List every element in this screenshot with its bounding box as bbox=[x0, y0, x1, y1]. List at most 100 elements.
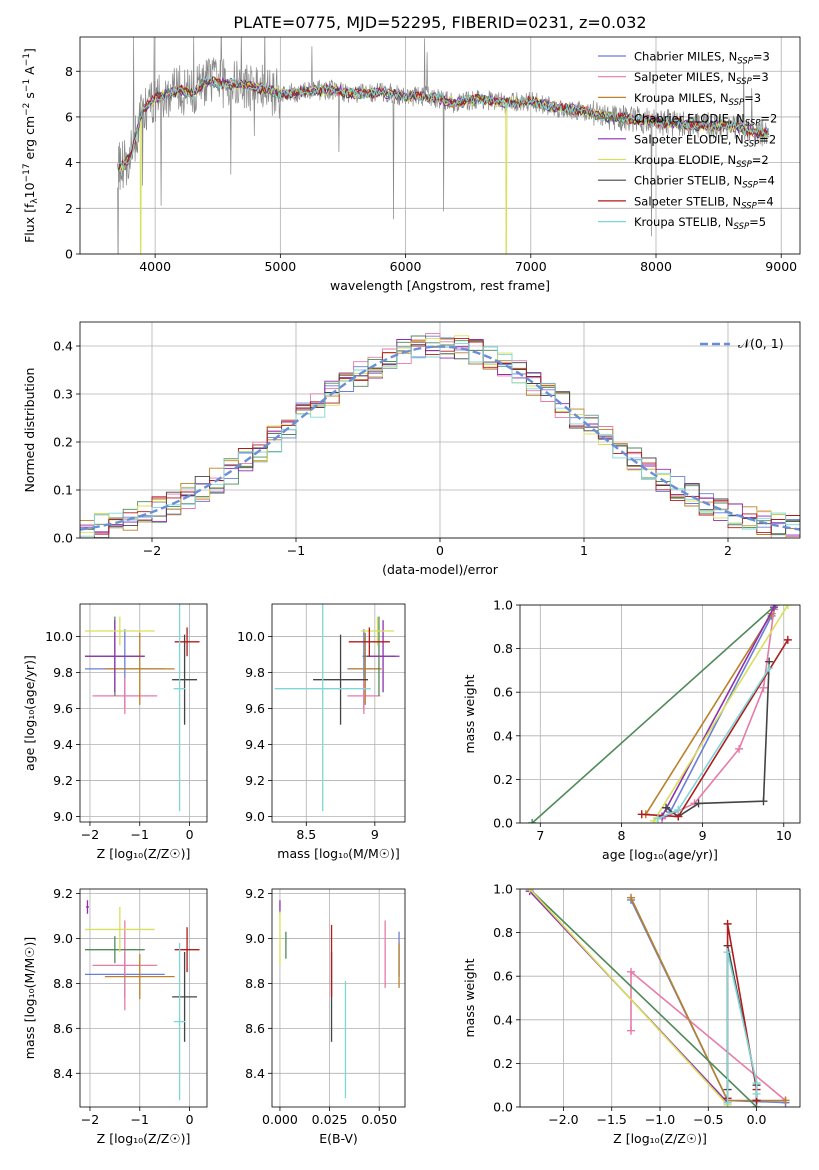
massweight-line-4 bbox=[661, 606, 775, 817]
y-tick-label: 8.4 bbox=[245, 1066, 265, 1081]
massweight-marker bbox=[653, 814, 662, 823]
plot-area bbox=[274, 604, 400, 812]
y-tick-label: 4 bbox=[65, 155, 73, 170]
x-axis-label: Z [log₁₀(Z/Z☉)] bbox=[97, 846, 191, 861]
x-tick-label: 10 bbox=[776, 828, 792, 843]
axes-frame: −2 −1 0 8.4 8.6 8.8 9.0 9.2 Z [log₁₀(Z/Z☉)] mass … bbox=[22, 886, 208, 1146]
panel-age-vs-mass: 8.5 9 9.0 9.2 9.4 9.6 9.8 10.0 mass [log₁₀(M/M☉)… bbox=[237, 603, 406, 861]
panel-massweight-vs-Z: −2.0 −1.5 −1.0 −0.5 0.0 0.0 0.2 0.4 0.6 0.8 1.0 Z [… bbox=[462, 882, 801, 1146]
x-tick-label: 0.000 bbox=[262, 1112, 298, 1127]
y-tick-label: 9.8 bbox=[53, 665, 73, 680]
x-tick-label: 0.0 bbox=[747, 1112, 767, 1127]
errorbar-point-2 bbox=[104, 954, 175, 1000]
legend-entry: Kroupa STELIB, NSSP=5 bbox=[634, 215, 766, 232]
x-axis-label: Z [log₁₀(Z/Z☉)] bbox=[97, 1131, 191, 1146]
model-spectrum-8 bbox=[117, 75, 770, 170]
legend-entry: Salpeter MILES, NSSP=3 bbox=[634, 70, 769, 87]
spectrum-legend: Chabrier MILES, NSSP=3 Salpeter MILES, NS… bbox=[598, 50, 777, 232]
x-tick-label: 4000 bbox=[139, 259, 171, 274]
x-tick-label: −1.0 bbox=[645, 1112, 675, 1127]
x-tick-label: 0 bbox=[186, 1112, 194, 1127]
plot-area bbox=[84, 900, 200, 1101]
y-tick-label: 9.4 bbox=[53, 737, 73, 752]
x-tick-label: 9000 bbox=[765, 259, 797, 274]
y-tick-label: 0.6 bbox=[493, 685, 513, 700]
y-tick-label: 9.2 bbox=[53, 773, 73, 788]
y-tick-label: 9.0 bbox=[245, 931, 265, 946]
errorbar-point-4 bbox=[84, 620, 145, 693]
errorbar-point-3 bbox=[84, 936, 145, 964]
massweight-marker bbox=[752, 1079, 761, 1088]
massweight-line-2 bbox=[645, 613, 773, 815]
y-tick-label: 9.0 bbox=[53, 809, 73, 824]
y-tick-label: 0.0 bbox=[493, 816, 513, 831]
gaussian-curve bbox=[80, 345, 800, 531]
errorbar-point-6 bbox=[313, 634, 368, 725]
panel-mass-vs-EBV: 0.000 0.025 0.050 8.4 8.6 8.8 9.0 9.2 E(B-V) bbox=[245, 886, 406, 1146]
x-axis-label: Z [log₁₀(Z/Z☉)] bbox=[613, 1131, 707, 1146]
massweight-marker bbox=[759, 683, 768, 692]
massweight-marker bbox=[770, 605, 779, 612]
massweight-marker bbox=[783, 635, 792, 644]
plot-area bbox=[525, 889, 790, 1107]
massweight-marker bbox=[735, 744, 744, 753]
y-axis-label: mass weight bbox=[462, 958, 477, 1037]
y-tick-label: 0.2 bbox=[53, 435, 73, 450]
errorbar-point-7 bbox=[174, 927, 200, 973]
massweight-line-8 bbox=[726, 952, 758, 1103]
y-tick-label: 8.6 bbox=[53, 1021, 73, 1036]
y-tick-label: 9.0 bbox=[53, 931, 73, 946]
axes-frame: 0.000 0.025 0.050 8.4 8.6 8.8 9.0 9.2 E(B-V) bbox=[245, 886, 406, 1146]
panel-massweight-vs-age: 7 8 9 10 0.0 0.2 0.4 0.6 0.8 1.0 age [log₁₀(age/yr… bbox=[462, 598, 801, 862]
massweight-marker bbox=[752, 1089, 761, 1098]
x-tick-label: 5000 bbox=[264, 259, 296, 274]
y-tick-label: 0.6 bbox=[493, 969, 513, 984]
y-tick-label: 8.4 bbox=[53, 1066, 73, 1081]
x-tick-label: −0.5 bbox=[693, 1112, 723, 1127]
x-tick-label: 2 bbox=[724, 543, 732, 558]
y-tick-label: 0.4 bbox=[53, 339, 73, 354]
y-tick-label: 9.6 bbox=[245, 701, 265, 716]
y-axis-label: mass [log₁₀(M/M☉)] bbox=[22, 937, 37, 1059]
y-tick-label: 0.2 bbox=[493, 1056, 513, 1071]
y-tick-label: 9.2 bbox=[53, 886, 73, 901]
figure-title: PLATE=0775, MJD=52295, FIBERID=0231, z=0… bbox=[233, 13, 646, 32]
axes-frame: 8.5 9 9.0 9.2 9.4 9.6 9.8 10.0 mass [log₁₀(M/M☉)… bbox=[237, 603, 406, 861]
legend-entry: Chabrier ELODIE, NSSP=2 bbox=[634, 112, 777, 129]
massweight-line-6 bbox=[665, 661, 770, 818]
x-tick-label: −2.0 bbox=[548, 1112, 578, 1127]
y-tick-label: 9.4 bbox=[245, 737, 265, 752]
x-tick-label: 8000 bbox=[640, 259, 672, 274]
x-tick-label: −1 bbox=[131, 827, 149, 842]
y-tick-label: 9.2 bbox=[245, 886, 265, 901]
y-tick-label: 8.8 bbox=[245, 976, 265, 991]
errorbar-point-5 bbox=[84, 616, 155, 646]
massweight-line-5 bbox=[529, 889, 729, 1106]
massweight-line-3 bbox=[531, 605, 777, 823]
x-axis-label: age [log₁₀(age/yr)] bbox=[602, 847, 718, 862]
x-axis-label: mass [log₁₀(M/M☉)] bbox=[277, 846, 399, 861]
errorbar-point-4 bbox=[366, 620, 400, 693]
legend-entry: Salpeter ELODIE, NSSP=2 bbox=[634, 132, 776, 149]
x-tick-label: 0.050 bbox=[361, 1112, 397, 1127]
errorbar-point-8 bbox=[173, 604, 186, 812]
axes-frame: −2 −1 0 1 2 0.0 0.1 0.2 0.3 0.4 (data-model)/error… bbox=[22, 321, 801, 577]
errorbar-point-6 bbox=[172, 951, 198, 1042]
x-axis-label: (data-model)/error bbox=[382, 562, 499, 577]
y-tick-label: 10.0 bbox=[45, 629, 73, 644]
axes-frame: −2 −1 0 9.0 9.2 9.4 9.6 9.8 10.0 Z [log₁₀(Z/Z☉)] a… bbox=[22, 603, 208, 861]
legend-entry: Chabrier STELIB, NSSP=4 bbox=[634, 174, 775, 191]
y-tick-label: 0.8 bbox=[493, 641, 513, 656]
x-tick-label: 6000 bbox=[390, 259, 422, 274]
y-tick-label: 0 bbox=[65, 247, 73, 262]
x-tick-label: −2 bbox=[143, 543, 161, 558]
massweight-line-1 bbox=[661, 609, 775, 820]
axes-frame: −2.0 −1.5 −1.0 −0.5 0.0 0.0 0.2 0.4 0.6 0.8 1.0 Z [… bbox=[462, 882, 801, 1146]
y-tick-label: 1.0 bbox=[493, 598, 513, 613]
y-axis-label: mass weight bbox=[462, 674, 477, 753]
panel-residuals: −2 −1 0 1 2 0.0 0.1 0.2 0.3 0.4 (data-model)/error… bbox=[22, 321, 801, 577]
x-tick-label: −2 bbox=[81, 827, 99, 842]
y-tick-label: 9.8 bbox=[245, 665, 265, 680]
x-tick-label: 7000 bbox=[515, 259, 547, 274]
x-tick-label: −1 bbox=[131, 1112, 149, 1127]
